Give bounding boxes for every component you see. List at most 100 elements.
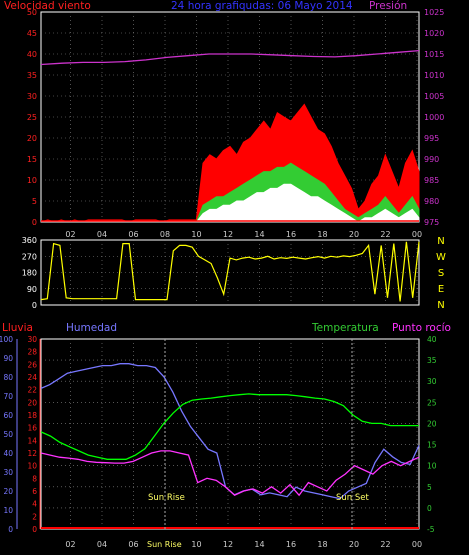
x-tick-label: 04 <box>97 230 107 239</box>
wind-tick-label: 30 <box>27 92 37 101</box>
wind-tick-label: 45 <box>27 29 37 38</box>
humidity-tick-label: 70 <box>3 392 13 401</box>
pressure-tick-label: 985 <box>424 176 439 185</box>
temp-tick-label: 15 <box>427 441 437 450</box>
rain-tick-label: 12 <box>27 449 37 458</box>
x-tick-label: 22 <box>380 540 390 549</box>
x-tick-label: 22 <box>380 230 390 239</box>
direction-tick-label: 0 <box>32 301 37 310</box>
rain-tick-label: 22 <box>27 386 37 395</box>
temp-tick-label: 0 <box>427 504 432 513</box>
pressure-tick-label: 1015 <box>424 50 444 59</box>
pressure-tick-label: 990 <box>424 155 439 164</box>
rain-tick-label: 24 <box>27 373 37 382</box>
rain-axis-label: Lluvia <box>2 322 33 334</box>
rain-tick-label: 18 <box>27 411 37 420</box>
x-tick-label: 00 <box>412 230 422 239</box>
rain-tick-label: 14 <box>27 436 37 445</box>
humidity-axis-label: Humedad <box>66 322 117 334</box>
pressure-tick-label: 980 <box>424 197 439 206</box>
wind-tick-label: 40 <box>27 50 37 59</box>
x-tick-label: 16 <box>286 540 296 549</box>
rain-tick-label: 28 <box>27 348 37 357</box>
pressure-tick-label: 995 <box>424 134 439 143</box>
temp-tick-label: 20 <box>427 419 437 428</box>
x-tick-label: 08 <box>160 230 170 239</box>
x-tick-label: 16 <box>286 230 296 239</box>
humidity-tick-label: 60 <box>3 411 13 420</box>
compass-tick-label: N <box>437 300 444 311</box>
compass-tick-label: S <box>438 268 444 279</box>
x-tick-label: 06 <box>128 230 138 239</box>
x-tick-label: 06 <box>128 540 138 549</box>
compass-tick-label: E <box>438 284 444 295</box>
humidity-tick-label: 80 <box>3 373 13 382</box>
dewpoint-axis-label: Punto rocío <box>392 322 451 334</box>
wind-tick-label: 5 <box>32 197 37 206</box>
humidity-series-line <box>40 363 420 500</box>
pressure-tick-label: 1020 <box>424 29 444 38</box>
x-tick-label: 10 <box>191 230 201 239</box>
rain-tick-label: 10 <box>27 462 37 471</box>
rain-tick-label: 16 <box>27 424 37 433</box>
pressure-tick-label: 1005 <box>424 92 444 101</box>
wind-tick-label: 50 <box>27 8 37 17</box>
x-tick-label: 12 <box>223 230 233 239</box>
compass-tick-label: W <box>436 252 446 263</box>
humidity-tick-label: 40 <box>3 449 13 458</box>
wind-tick-label: 15 <box>27 155 37 164</box>
pressure-axis-label: Presión <box>369 0 407 12</box>
x-tick-label: 14 <box>254 230 264 239</box>
pressure-tick-label: 975 <box>424 218 439 227</box>
rain-tick-label: 4 <box>32 500 37 509</box>
humidity-tick-label: 20 <box>3 487 13 496</box>
wind-tick-label: 20 <box>27 134 37 143</box>
x-tick-label: 10 <box>191 540 201 549</box>
x-tick-label: 14 <box>254 540 264 549</box>
direction-tick-label: 90 <box>27 285 37 294</box>
x-tick-label: 02 <box>65 540 75 549</box>
pressure-tick-label: 1000 <box>424 113 444 122</box>
pressure-tick-label: 1025 <box>424 8 444 17</box>
x-tick-label: 18 <box>317 540 327 549</box>
humidity-tick-label: 10 <box>3 506 13 515</box>
temp-tick-label: 35 <box>427 356 437 365</box>
x-tick-label: 12 <box>223 540 233 549</box>
direction-tick-label: 180 <box>22 269 37 278</box>
temp-tick-label: 40 <box>427 335 437 344</box>
x-tick-label: 00 <box>412 540 422 549</box>
sunset-label: Sun Set <box>336 493 369 503</box>
temp-tick-label: 5 <box>427 483 432 492</box>
x-label-sunrise: Sun Rise <box>147 540 182 549</box>
temp-tick-label: 30 <box>427 377 437 386</box>
pressure-tick-label: 1010 <box>424 71 444 80</box>
humidity-tick-label: 0 <box>8 525 13 534</box>
x-tick-label: 20 <box>349 540 359 549</box>
rain-tick-label: 0 <box>32 525 37 534</box>
wind-direction-line <box>40 241 420 302</box>
sunrise-label: Sun Rise <box>148 493 185 503</box>
rain-tick-label: 30 <box>27 335 37 344</box>
rain-tick-label: 2 <box>32 512 37 521</box>
wind-tick-label: 10 <box>27 176 37 185</box>
wind-tick-label: 25 <box>27 113 37 122</box>
humidity-tick-label: 50 <box>3 430 13 439</box>
temperature-series-line <box>40 393 419 460</box>
x-tick-label: 02 <box>65 230 75 239</box>
wind-tick-label: 0 <box>32 218 37 227</box>
temp-tick-label: 10 <box>427 462 437 471</box>
compass-tick-label: N <box>437 236 444 247</box>
temp-tick-label: 25 <box>427 398 437 407</box>
wind-min-area <box>41 183 420 223</box>
x-tick-label: 20 <box>349 230 359 239</box>
temperature-axis-label: Temperatura <box>311 322 379 334</box>
rain-tick-label: 6 <box>32 487 37 496</box>
humidity-tick-label: 30 <box>3 468 13 477</box>
pressure-series-line <box>40 49 420 66</box>
x-tick-label: 18 <box>317 230 327 239</box>
rain-tick-label: 20 <box>27 398 37 407</box>
rain-tick-label: 8 <box>32 474 37 483</box>
wind-axis-label: Velocidad viento <box>4 0 91 12</box>
dewpoint-series-line <box>40 450 420 497</box>
